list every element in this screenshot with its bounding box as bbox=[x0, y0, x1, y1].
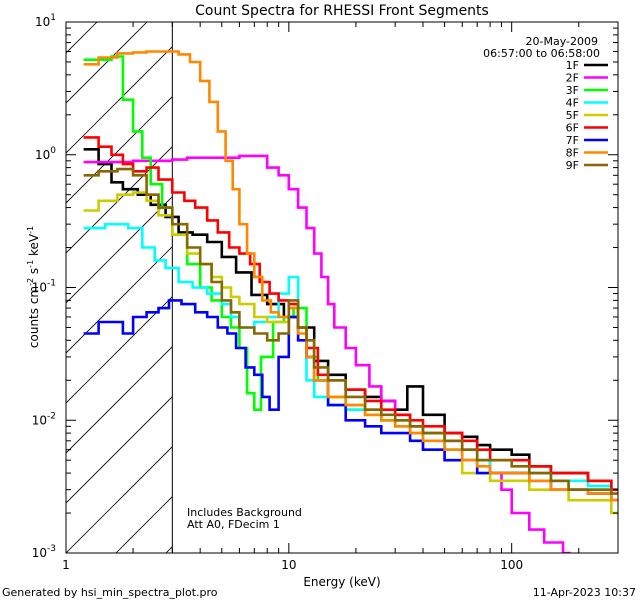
footer-generated: Generated by hsi_min_spectra_plot.pro bbox=[2, 586, 218, 599]
hatch-line bbox=[66, 96, 173, 204]
legend-label: 2F bbox=[566, 72, 579, 85]
legend-label: 4F bbox=[566, 97, 579, 110]
y-tick-label: 10-1 bbox=[32, 279, 56, 295]
date-label: 20-May-2009 bbox=[526, 35, 598, 48]
x-tick-label: 10 bbox=[281, 558, 296, 572]
hatch-line bbox=[66, 296, 173, 404]
series-7f bbox=[83, 299, 618, 502]
series-6f bbox=[83, 136, 618, 491]
y-tick-label: 10-2 bbox=[32, 411, 56, 427]
footer-timestamp: 11-Apr-2023 10:37 bbox=[533, 586, 636, 599]
y-axis-label: counts cm-2 s-1 keV-1 bbox=[26, 226, 41, 348]
legend-label: 3F bbox=[566, 84, 579, 97]
legend-label: 8F bbox=[566, 147, 579, 160]
legend-label: 5F bbox=[566, 109, 579, 122]
hatch-line bbox=[466, 0, 640, 553]
y-label-exp-cm: -2 bbox=[26, 278, 35, 286]
y-label-exp-s: -1 bbox=[26, 260, 35, 268]
legend-label: 6F bbox=[566, 122, 579, 135]
x-axis: 1 10 100 bbox=[62, 22, 619, 572]
hatch-line bbox=[0, 0, 86, 553]
series-9f bbox=[83, 167, 618, 495]
y-tick-label: 100 bbox=[35, 146, 56, 162]
hatch-line bbox=[66, 396, 173, 504]
hatch-line bbox=[66, 246, 173, 354]
annotation-background: Includes Background bbox=[187, 506, 302, 519]
series-2f bbox=[83, 154, 571, 553]
time-range-label: 06:57:00 to 06:58:00 bbox=[483, 47, 600, 60]
series-5f bbox=[83, 191, 618, 515]
hatch-line bbox=[115, 496, 173, 553]
y-axis: 101 100 10-1 10-2 10-3 bbox=[32, 13, 618, 560]
y-tick-label: 10-3 bbox=[32, 544, 56, 560]
hatch-line bbox=[616, 0, 640, 553]
chart-title: Count Spectra for RHESSI Front Segments bbox=[195, 3, 489, 19]
hatch-line bbox=[0, 0, 136, 553]
series-group bbox=[83, 50, 618, 553]
annotation-attenuator: Att A0, FDecim 1 bbox=[187, 518, 280, 531]
y-label-s: s bbox=[27, 268, 41, 278]
y-label-exp-kev: -1 bbox=[26, 226, 35, 234]
hatch-line bbox=[66, 446, 173, 553]
y-label-counts: counts cm bbox=[27, 286, 41, 348]
x-tick-label: 1 bbox=[62, 558, 70, 572]
hatch-line bbox=[66, 22, 98, 54]
series-8f bbox=[83, 50, 618, 502]
series-4f bbox=[83, 222, 618, 491]
hatch-line bbox=[66, 146, 173, 254]
below-threshold-hatch bbox=[0, 0, 640, 553]
series-1f bbox=[83, 148, 618, 491]
hatch-line bbox=[66, 196, 173, 304]
series-3f bbox=[83, 55, 618, 502]
hatch-line bbox=[366, 0, 640, 553]
x-tick-label: 100 bbox=[500, 558, 523, 572]
legend-label: 7F bbox=[566, 134, 579, 147]
legend-label: 1F bbox=[566, 59, 579, 72]
y-label-kev: keV bbox=[27, 233, 41, 260]
y-tick-label: 101 bbox=[35, 13, 56, 29]
hatch-line bbox=[66, 22, 148, 104]
legend-label: 9F bbox=[566, 159, 579, 172]
x-axis-label: Energy (keV) bbox=[303, 575, 380, 589]
